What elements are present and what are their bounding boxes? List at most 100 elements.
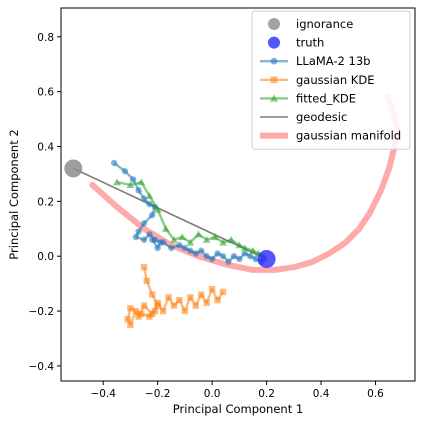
data-point [178, 233, 187, 241]
data-point [194, 230, 203, 238]
data-point [181, 307, 189, 315]
legend-label: LLaMA-2 13b [296, 54, 370, 68]
y-tick-label: 0.0 [37, 251, 54, 263]
data-point [249, 246, 257, 254]
data-point [135, 313, 142, 320]
data-point [145, 192, 154, 199]
data-point [143, 277, 150, 285]
data-point [154, 244, 161, 252]
data-point [159, 239, 167, 246]
legend-label: truth [296, 36, 324, 50]
y-tick-label: −0.4 [29, 361, 55, 373]
data-point [247, 253, 254, 260]
legend-entry-fitted-kde: fitted_KDE [260, 91, 356, 105]
data-point [124, 316, 131, 323]
x-tick-label: −0.2 [145, 388, 171, 400]
x-tick-label: 0.2 [258, 388, 275, 400]
data-point [146, 200, 153, 208]
data-point [198, 247, 205, 254]
y-tick-label: 0.4 [37, 142, 54, 154]
data-point [187, 294, 194, 301]
data-point [140, 263, 148, 271]
data-point [149, 291, 156, 298]
data-point [186, 238, 195, 246]
series-llama-2-13b [110, 159, 268, 265]
data-point [240, 244, 249, 252]
data-point [176, 296, 183, 304]
legend-entry-llama-2-13b: LLaMA-2 13b [260, 54, 370, 68]
data-point [132, 307, 140, 315]
legend-entry-gaussian-manifold: gaussian manifold [260, 129, 401, 143]
data-point [208, 285, 216, 293]
plot-frame [60, 7, 416, 382]
data-point [202, 235, 211, 243]
data-point [170, 235, 178, 243]
data-point [165, 294, 172, 301]
x-tick-label: 0.6 [367, 388, 384, 400]
data-point [187, 247, 194, 254]
data-point [219, 238, 227, 246]
data-point [146, 231, 153, 238]
legend-label: gaussian manifold [296, 129, 401, 143]
series-truth [257, 249, 276, 268]
data-point [219, 253, 227, 260]
data-point [149, 236, 156, 243]
legend-marker [270, 76, 278, 84]
data-point [227, 235, 236, 243]
data-point [219, 288, 227, 296]
x-tick-label: 0.4 [313, 388, 330, 400]
data-point [64, 159, 83, 178]
y-tick-label: −0.2 [29, 306, 55, 318]
legend-entry-gaussian-kde: gaussian KDE [260, 73, 374, 87]
axis-ticks: −0.4 −0.2 0.0 0.2 0.4 0.6 −0.4 −0.2 0.0 0.2 0.4 0.6… [29, 7, 416, 400]
data-point [181, 244, 189, 252]
data-point [132, 233, 140, 241]
data-point [198, 291, 205, 298]
y-tick-label: 0.2 [37, 196, 54, 208]
data-point [170, 302, 178, 309]
data-point [127, 321, 134, 328]
data-point [153, 205, 162, 213]
data-point [110, 159, 118, 167]
data-point [235, 241, 244, 249]
data-point [129, 176, 137, 183]
data-point [252, 255, 259, 263]
series-geodesic [72, 167, 267, 260]
data-point [230, 253, 238, 260]
data-point [135, 228, 142, 235]
data-point [140, 302, 148, 309]
x-tick-label: −0.4 [90, 388, 116, 400]
data-point [203, 253, 210, 260]
legend-entry-ignorance: ignorance [268, 17, 353, 31]
legend-label: fitted_KDE [296, 91, 356, 105]
legend-label: gaussian KDE [296, 73, 374, 87]
data-point [241, 250, 249, 257]
y-tick-label: 0.6 [37, 87, 54, 99]
data-point [154, 299, 161, 307]
legend-marker [270, 57, 278, 65]
data-point [149, 211, 156, 219]
data-point [214, 250, 221, 257]
legend-entry-geodesic: geodesic [260, 110, 347, 124]
legend-marker [268, 18, 280, 30]
data-point [127, 305, 134, 312]
y-axis-label: Principal Component 2 [7, 129, 21, 259]
data-point [149, 310, 156, 318]
data-point [140, 236, 148, 243]
legend-marker [268, 36, 280, 49]
legend: ignorance truth LLaMA-2 13b gaussian KDE fit… [251, 10, 411, 150]
data-point [176, 242, 183, 249]
data-point [121, 167, 129, 175]
data-point [203, 299, 210, 307]
data-point [112, 178, 121, 186]
data-point [140, 220, 148, 227]
data-point [214, 296, 221, 304]
legend-label: ignorance [296, 17, 353, 31]
data-point [211, 233, 219, 241]
data-point [257, 249, 276, 268]
legend-box [251, 10, 411, 150]
data-point [161, 224, 170, 232]
series-ignorance [64, 159, 83, 178]
data-point [208, 255, 216, 263]
